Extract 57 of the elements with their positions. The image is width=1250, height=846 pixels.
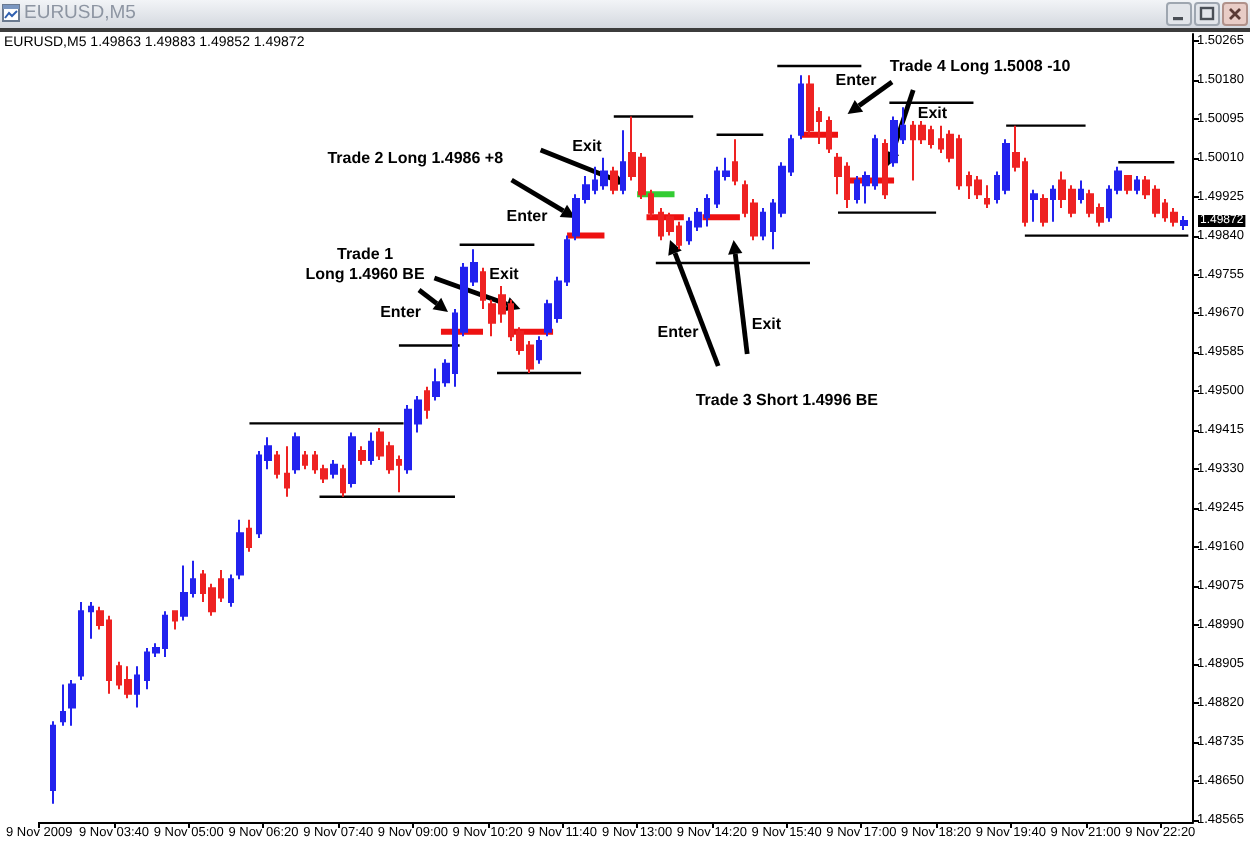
candlestick xyxy=(68,678,76,727)
candlestick xyxy=(732,138,738,187)
candlestick xyxy=(1030,188,1038,223)
annotation: Trade 2 Long 1.4986 +8 xyxy=(327,149,505,167)
candlestick xyxy=(330,459,338,480)
annotation: Exit xyxy=(751,315,782,333)
candlestick xyxy=(974,175,982,200)
candlestick xyxy=(348,431,356,489)
annotation: Enter xyxy=(835,71,877,89)
annotation: Trade 3 Short 1.4996 BE xyxy=(695,391,880,409)
annotation: Exit xyxy=(572,137,603,155)
candlestick xyxy=(134,665,140,709)
candlestick xyxy=(882,138,888,200)
annotation: Trade 1 Long 1.4960 BE xyxy=(305,245,426,283)
candlestick xyxy=(340,463,346,498)
candlestick xyxy=(78,601,84,681)
candlestick xyxy=(88,601,94,640)
annotation: Trade 4 Long 1.5008 -10 xyxy=(889,57,1072,75)
annotation: Enter xyxy=(380,303,422,321)
candlestick xyxy=(292,431,300,475)
candlestick xyxy=(368,431,374,466)
annotation: Enter xyxy=(657,323,699,341)
candlestick xyxy=(60,683,66,727)
candlestick xyxy=(358,445,366,466)
candlestick xyxy=(536,335,542,365)
candlestick xyxy=(600,156,608,191)
candlestick xyxy=(228,573,234,608)
candlestick xyxy=(1040,193,1048,228)
candlestick xyxy=(826,115,832,155)
candlestick xyxy=(302,449,308,471)
candlestick xyxy=(984,184,990,210)
candlestick xyxy=(1002,138,1010,196)
candlestick xyxy=(1180,214,1188,232)
candlestick xyxy=(284,445,290,498)
candlestick xyxy=(180,564,188,622)
annotation: Enter xyxy=(506,207,548,225)
candlestick xyxy=(50,720,56,805)
candlestick xyxy=(620,129,626,196)
candlestick xyxy=(798,74,804,141)
candlestick xyxy=(1124,175,1132,196)
candlestick xyxy=(1078,179,1084,205)
candlestick xyxy=(246,518,252,553)
candlestick xyxy=(806,74,814,136)
chart-title: EURUSD,M5 xyxy=(24,2,136,26)
candlestick xyxy=(1050,184,1056,223)
candlestick xyxy=(760,207,766,242)
candlestick xyxy=(172,610,178,631)
candlestick xyxy=(480,266,486,310)
candlestick xyxy=(124,665,132,700)
candlestick xyxy=(274,449,280,480)
candlestick xyxy=(610,165,618,196)
candlestick xyxy=(236,518,244,581)
candlestick xyxy=(1170,207,1178,228)
candlestick xyxy=(424,385,430,420)
annotation: Exit xyxy=(489,265,520,283)
annotation: Exit xyxy=(917,104,948,122)
candlestick xyxy=(1134,175,1140,196)
